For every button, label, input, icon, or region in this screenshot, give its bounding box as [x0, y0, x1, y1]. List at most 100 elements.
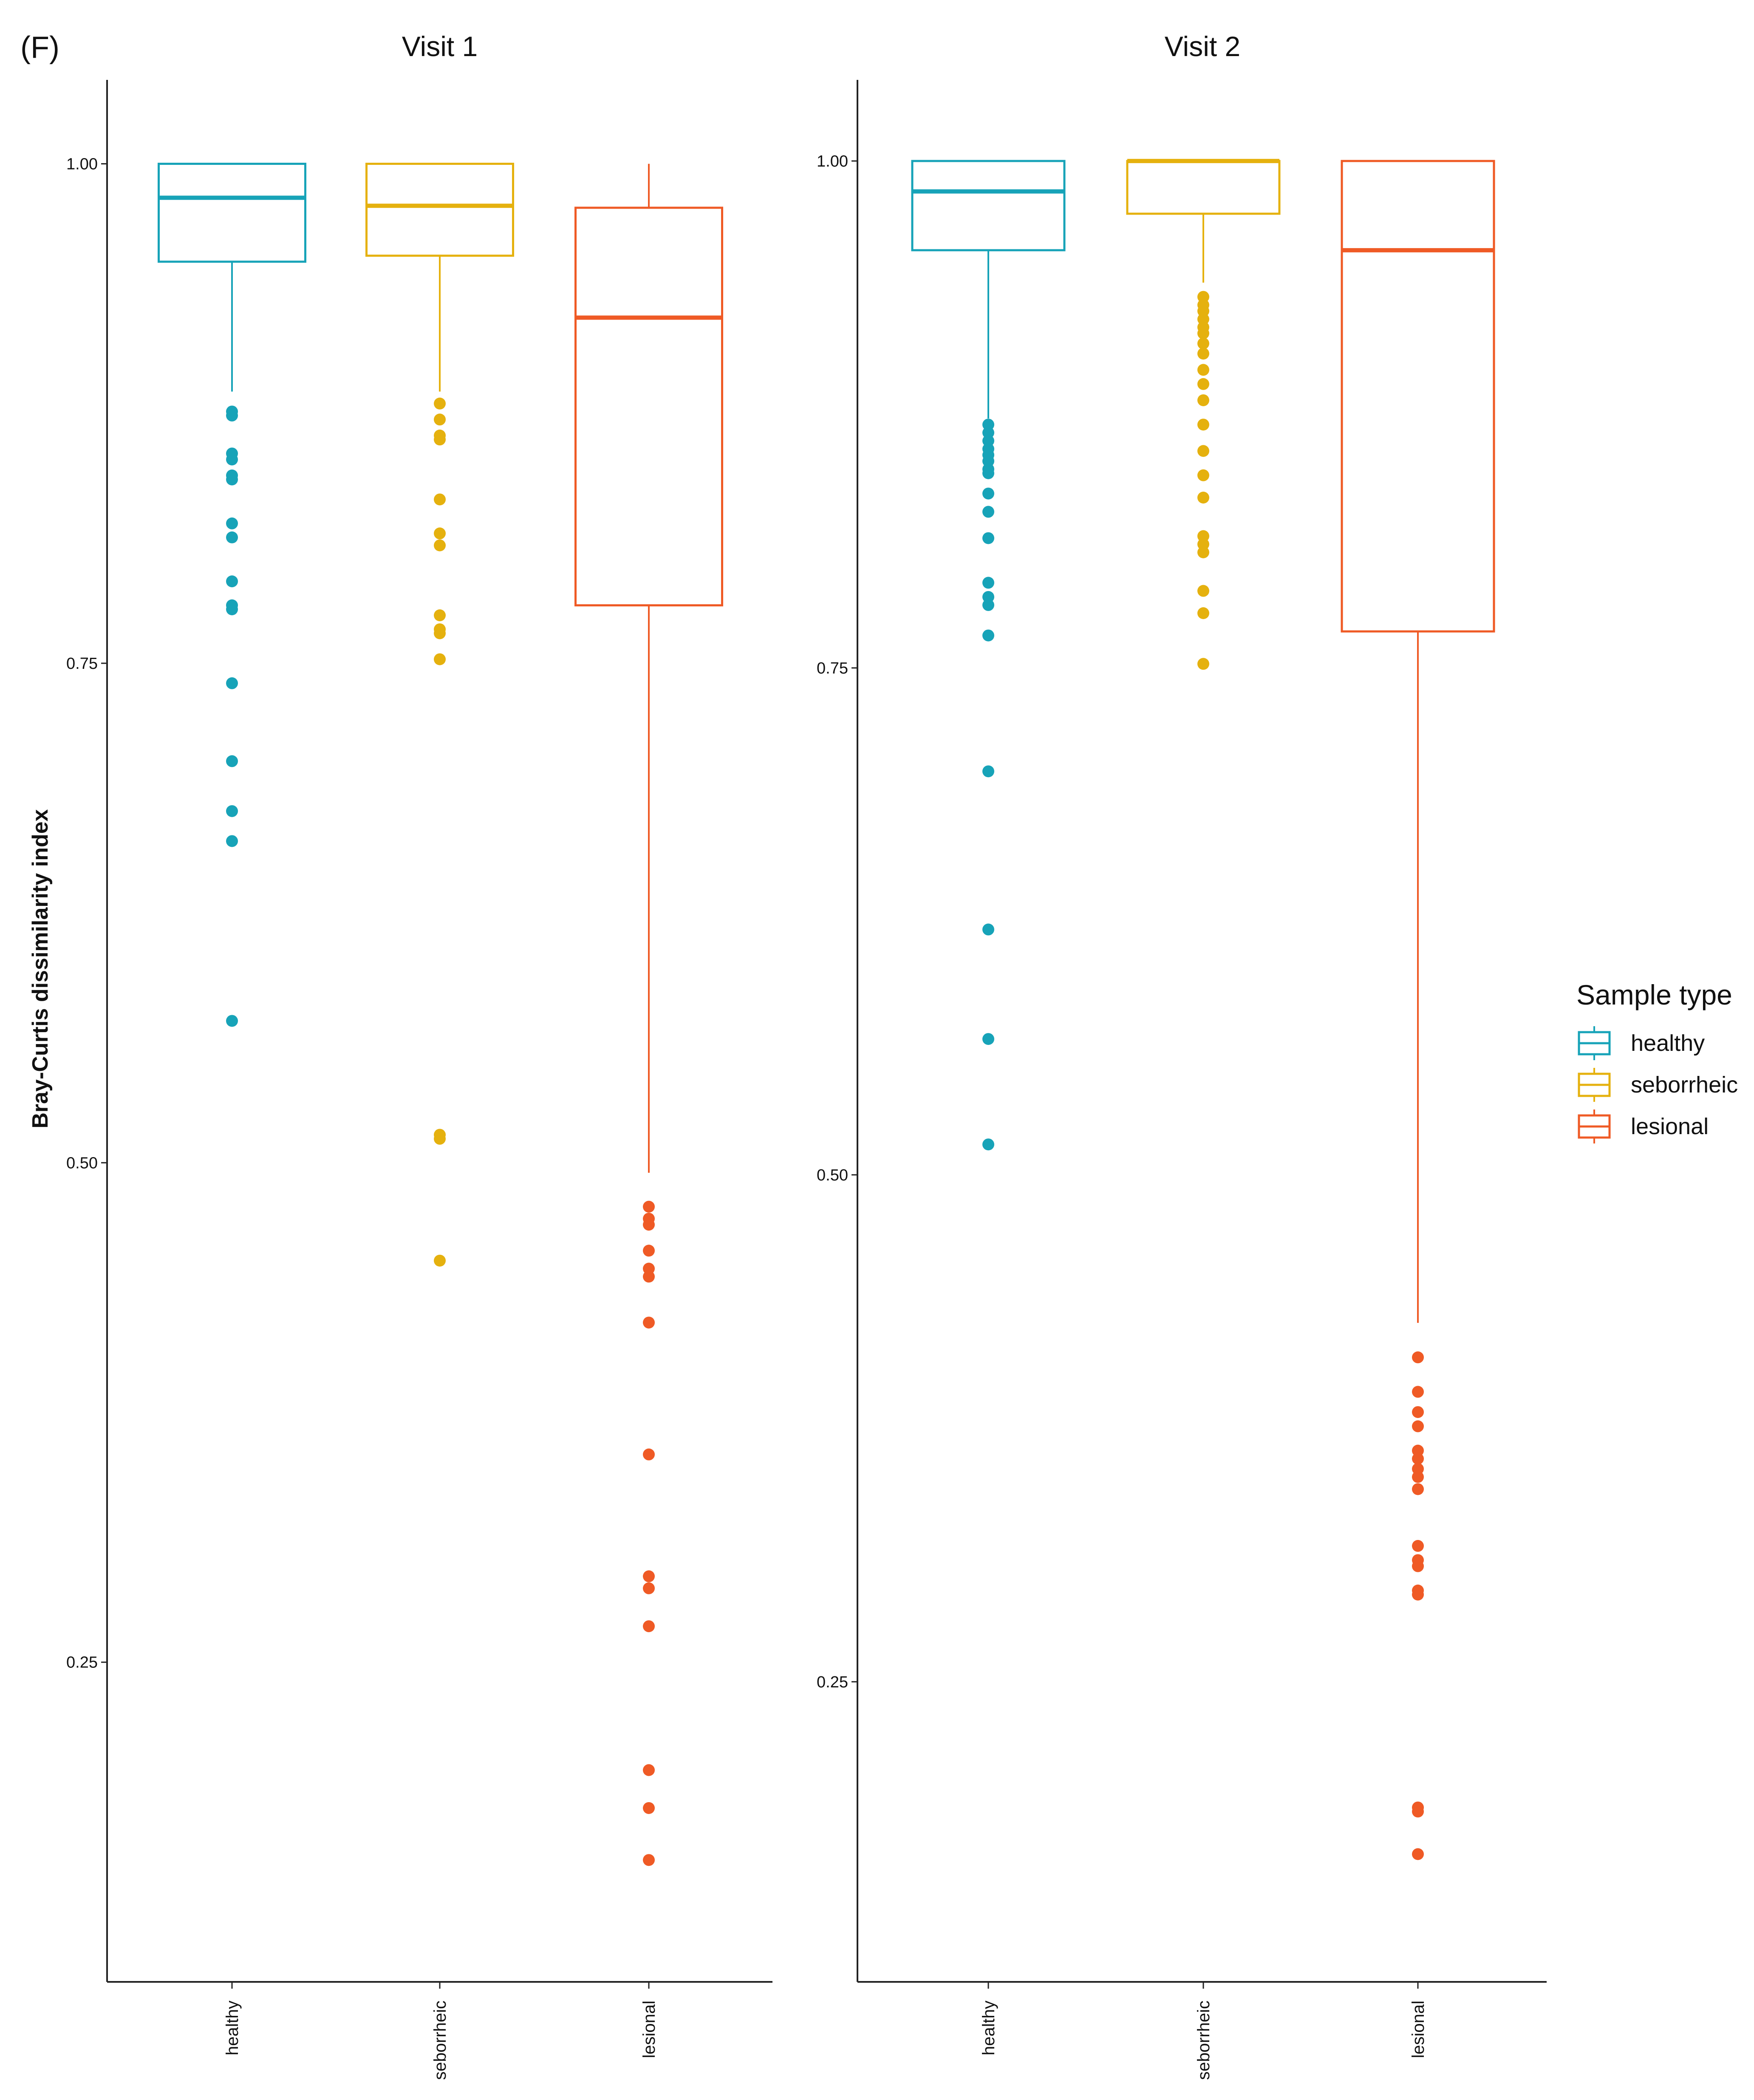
- visit-2-lesional-outlier-0: [1412, 1351, 1424, 1364]
- visit-1-lesional-outlier-2: [643, 1219, 655, 1231]
- visit-2-seborrheic-outlier-20: [1197, 658, 1209, 670]
- visit-2-seborrheic-box: [1126, 160, 1281, 215]
- legend-title: Sample type: [1576, 979, 1732, 1010]
- visit-1-healthy-outlier-3: [226, 453, 238, 466]
- visit-1-panel: Visit 1 0.25 0.50 0.75 1.00 healthy seborrheic…: [66, 31, 772, 2080]
- legend-label-lesional: lesional: [1631, 1114, 1709, 1139]
- visit-1-seborrheic-outlier-7: [434, 609, 446, 622]
- visit-2-lesional-outlier-8: [1412, 1483, 1424, 1495]
- visit-2-healthy-outlier-7: [982, 467, 994, 479]
- visit-2-y-tick-label-0: 0.25: [817, 1673, 848, 1691]
- visit-2-y-tick-label-1: 0.50: [817, 1166, 848, 1184]
- visit-2-healthy-outlier-14: [982, 629, 994, 642]
- visit-2-healthy-outlier-16: [982, 923, 994, 936]
- visit-2-seborrheic-outlier-5: [1197, 327, 1209, 340]
- visit-1-healthy-outlier-12: [226, 755, 238, 767]
- legend-key-lesional: [1578, 1109, 1611, 1143]
- visit-2-healthy-outlier-10: [982, 532, 994, 544]
- visit-2-x-tick-label-seborrheic: seborrheic: [1194, 2001, 1213, 2080]
- visit-1-seborrheic-box: [365, 162, 514, 257]
- visit-2-seborrheic-outlier-17: [1197, 546, 1209, 558]
- visit-2-y-tick-label-3: 1.00: [817, 153, 848, 170]
- visit-1-title: Visit 1: [402, 31, 478, 62]
- visit-2-healthy-outlier-15: [982, 765, 994, 778]
- visit-1-seborrheic-outlier-4: [434, 493, 446, 506]
- visit-1-healthy-outlier-1: [226, 409, 238, 422]
- visit-1-lesional-outlier-0: [643, 1200, 655, 1213]
- visit-1-healthy-outlier-14: [226, 835, 238, 847]
- visit-2-seborrheic-box-group: [1126, 158, 1281, 670]
- visit-2-seborrheic-outlier-19: [1197, 607, 1209, 619]
- visit-2-healthy-outlier-17: [982, 1033, 994, 1045]
- visit-2-seborrheic-outlier-13: [1197, 469, 1209, 481]
- visit-2-lesional-outlier-1: [1412, 1386, 1424, 1398]
- panel-label: (F): [20, 31, 59, 65]
- visit-1-seborrheic-box-group: [365, 162, 514, 1267]
- legend-key-seborrheic: [1578, 1068, 1611, 1102]
- visit-2-lesional-box: [1341, 160, 1495, 633]
- visit-2-lesional-outlier-7: [1412, 1471, 1424, 1483]
- visit-1-seborrheic-outlier-5: [434, 527, 446, 540]
- visit-2-seborrheic-outlier-6: [1197, 337, 1209, 350]
- visit-1-x-tick-label-seborrheic: seborrheic: [431, 2001, 450, 2080]
- visit-1-seborrheic-outlier-0: [434, 397, 446, 410]
- visit-1-y-tick-label-3: 1.00: [66, 155, 98, 173]
- visit-1-healthy-outlier-8: [226, 575, 238, 588]
- visit-1-seborrheic-outlier-9: [434, 627, 446, 640]
- visit-1-lesional-outlier-11: [643, 1764, 655, 1776]
- visit-2-lesional-outlier-2: [1412, 1406, 1424, 1418]
- visit-2-lesional-outlier-5: [1412, 1452, 1424, 1465]
- visit-1-seborrheic-outlier-12: [434, 1132, 446, 1145]
- visit-2-seborrheic-outlier-9: [1197, 378, 1209, 390]
- visit-2-lesional-outlier-3: [1412, 1420, 1424, 1432]
- visit-2-seborrheic-outlier-7: [1197, 348, 1209, 360]
- visit-2-seborrheic-outlier-18: [1197, 585, 1209, 597]
- visit-2-healthy-box-group: [911, 160, 1066, 1151]
- visit-1-lesional-outlier-8: [643, 1570, 655, 1582]
- visit-1-seborrheic-outlier-1: [434, 413, 446, 426]
- visit-1-healthy-outlier-7: [226, 531, 238, 543]
- visit-2-lesional-outlier-9: [1412, 1540, 1424, 1552]
- visit-2-y-tick-label-2: 0.75: [817, 659, 848, 677]
- visit-1-lesional-outlier-13: [643, 1854, 655, 1866]
- visit-1-y-tick-label-2: 0.75: [66, 655, 98, 673]
- visit-1-y-tick-label-0: 0.25: [66, 1654, 98, 1672]
- legend-key-healthy: [1578, 1026, 1611, 1060]
- visit-1-seborrheic-outlier-3: [434, 433, 446, 446]
- visit-1-seborrheic-outlier-10: [434, 653, 446, 665]
- visit-1-healthy-outlier-11: [226, 677, 238, 689]
- visit-2-healthy-outlier-13: [982, 599, 994, 611]
- visit-1-healthy-outlier-13: [226, 805, 238, 817]
- visit-2-healthy-outlier-8: [982, 487, 994, 500]
- visit-1-seborrheic-outlier-13: [434, 1254, 446, 1267]
- visit-2-x-tick-label-healthy: healthy: [979, 2001, 998, 2055]
- visit-1-lesional-outlier-3: [643, 1245, 655, 1257]
- visit-2-healthy-outlier-18: [982, 1138, 994, 1151]
- visit-2-lesional-outlier-16: [1412, 1848, 1424, 1860]
- visit-1-healthy-outlier-6: [226, 517, 238, 529]
- visit-1-lesional-box: [574, 207, 723, 607]
- visit-2-healthy-outlier-11: [982, 577, 994, 589]
- visit-2-seborrheic-outlier-12: [1197, 445, 1209, 457]
- visit-2-lesional-outlier-11: [1412, 1560, 1424, 1572]
- visit-2-panel: Visit 2 0.25 0.50 0.75 1.00 healthy seborrheic…: [817, 31, 1547, 2080]
- visit-1-healthy-box-group: [158, 162, 306, 1027]
- visit-1-x-tick-label-healthy: healthy: [223, 2001, 242, 2055]
- visit-1-healthy-outlier-15: [226, 1015, 238, 1027]
- visit-1-lesional-outlier-12: [643, 1802, 655, 1814]
- visit-2-seborrheic-outlier-10: [1197, 394, 1209, 406]
- visit-1-y-tick-label-1: 0.50: [66, 1154, 98, 1172]
- visit-2-lesional-box-group: [1341, 160, 1495, 1860]
- visit-1-lesional-box-group: [574, 164, 723, 1866]
- visit-2-lesional-outlier-15: [1412, 1806, 1424, 1818]
- visit-1-lesional-outlier-6: [643, 1316, 655, 1329]
- visit-1-lesional-outlier-9: [643, 1582, 655, 1594]
- legend-label-seborrheic: seborrheic: [1631, 1072, 1738, 1098]
- legend: Sample type healthy seborrheic lesional: [1576, 979, 1738, 1143]
- visit-1-seborrheic-outlier-6: [434, 539, 446, 552]
- visit-1-healthy-box: [158, 162, 306, 263]
- visit-2-seborrheic-outlier-8: [1197, 364, 1209, 376]
- visit-2-title: Visit 2: [1165, 31, 1241, 62]
- visit-2-seborrheic-outlier-11: [1197, 419, 1209, 431]
